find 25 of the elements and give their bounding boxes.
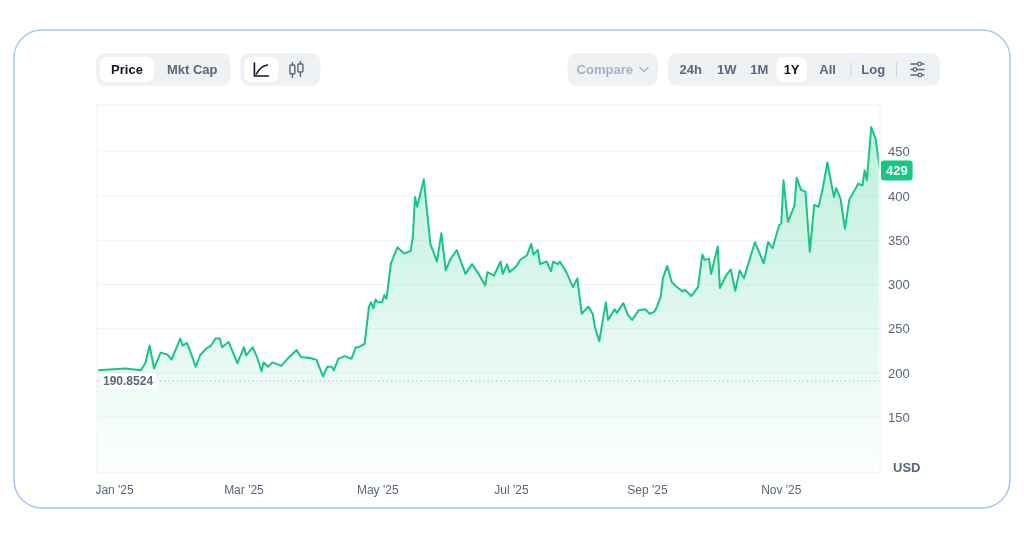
text: All <box>819 62 836 78</box>
x-tick-label: May '25 <box>356 483 399 498</box>
annotation: 429 <box>885 162 908 178</box>
text: 1W <box>717 62 738 78</box>
y-axis-title: USD <box>893 459 921 475</box>
y-tick-label: 250 <box>888 321 910 337</box>
y-tick-label: 450 <box>888 144 910 160</box>
text: 1Y <box>783 62 800 78</box>
x-tick-label: Jan '25 <box>95 483 135 498</box>
text: Mkt Cap <box>166 62 218 78</box>
text: Log <box>861 62 886 78</box>
x-tick-label: Jul '25 <box>494 483 530 498</box>
text: 1M <box>750 62 769 78</box>
text: Price <box>111 62 143 78</box>
y-tick-label: 200 <box>888 365 910 381</box>
y-tick-label: 400 <box>888 188 910 204</box>
ref-line-label: 190.8524 <box>103 374 154 389</box>
x-tick-label: Nov '25 <box>761 483 802 498</box>
y-tick-label: 150 <box>888 409 910 425</box>
x-tick-label: Sep '25 <box>627 483 668 498</box>
x-tick-label: Mar '25 <box>224 483 265 498</box>
text: 24h <box>679 62 703 78</box>
y-tick-label: 300 <box>888 277 910 293</box>
text: Compare <box>576 62 633 78</box>
y-tick-label: 350 <box>888 232 910 248</box>
